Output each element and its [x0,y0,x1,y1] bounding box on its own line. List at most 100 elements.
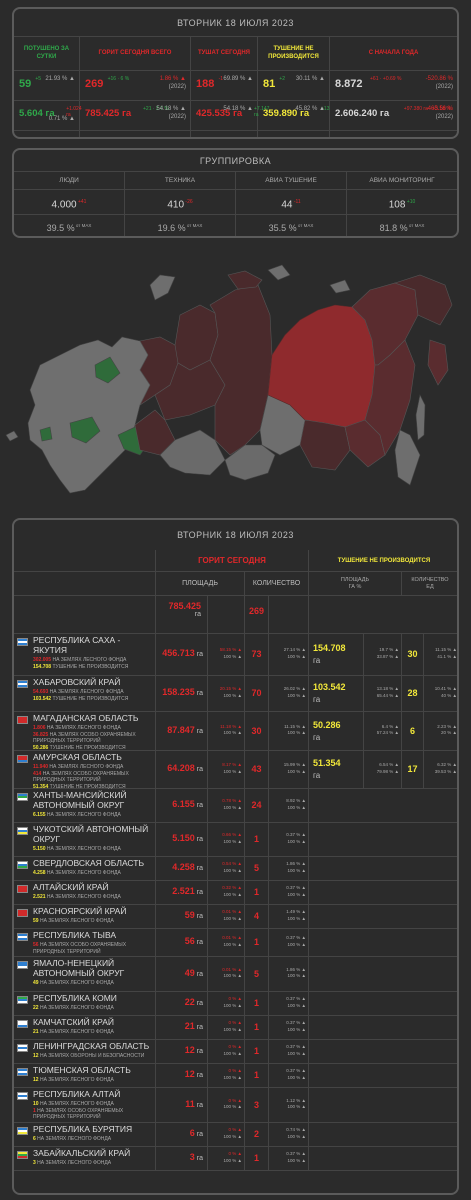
map-region-chukotka[interactable] [394,274,453,326]
count-pct-region: 100 % ▲ [287,891,306,897]
table-row[interactable]: Хабаровский край 54.693 НА ЗЕМЛЯХ ЛЕСНОГО… [14,676,457,712]
table-row[interactable]: Республика Саха - Якутия 302.005 НА ЗЕМЛЯ… [14,634,457,676]
area-pct-region: 100 % ▲ [223,867,242,873]
map-region-west[interactable] [27,336,151,494]
table-row[interactable]: Ленинградская область 12 НА ЗЕМЛЯХ ОБОРОН… [14,1040,457,1064]
area-number: 56 [184,936,195,946]
table-row[interactable]: Амурская область 11.940 НА ЗЕМЛЯХ ЛЕСНОГО… [14,751,457,790]
table-row[interactable]: Забайкальский край 3 НА ЗЕМЛЯХ ЛЕСНОГО ФО… [14,1147,457,1171]
map-region-tyva[interactable] [224,444,276,481]
map-region-sakhalin[interactable] [415,394,426,441]
table-row[interactable]: Республика Тыва 56 НА ЗЕМЛЯХ ОСОБО ОХРАНЯ… [14,929,457,957]
area-unit: га [194,1000,203,1007]
area-value: 456.713 га [162,648,203,658]
no-fight-count-cell: 17 [402,751,424,788]
summary-side-pct: -465.56 % [425,106,453,112]
region-details: 54.693 НА ЗЕМЛЯХ ЛЕСНОГО ФОНДА 103.542 ТУ… [33,689,153,702]
no-fight-area-pct-region: 79.98 % ▲ [376,768,399,774]
map-region-green-2[interactable] [94,356,121,384]
count-pct-total: 0.37 % ▲ [286,1020,306,1025]
map-region-green-4[interactable] [39,426,53,442]
region-flag-icon [17,1151,28,1159]
count-pct: 0.74 % ▲ 100 % ▲ [271,1127,306,1141]
map-region-green-1[interactable] [69,416,101,444]
area-pct-region: 100 % ▲ [223,1133,242,1139]
count-value: 3 [253,1099,259,1110]
summary-value: 81 [263,78,276,90]
map-region-kaliningrad[interactable] [5,430,19,442]
count-pct: 0.37 % ▲ 100 % ▲ [271,832,306,846]
area-pct-region: 100 % ▲ [223,692,242,698]
table-row[interactable]: Чукотский автономный округ 5.150 НА ЗЕМЛЯ… [14,823,457,857]
region-detail-label: НА ЗЕМЛЯХ ЛЕСНОГО ФОНДА [38,918,114,924]
region-flag-icon [17,638,28,646]
table-row[interactable]: Красноярский край 59 НА ЗЕМЛЯХ ЛЕСНОГО ФО… [14,905,457,929]
region-flag-icon [17,909,28,917]
area-pct: 11.18 % ▲ 100 % ▲ [210,724,242,738]
region-details: 6 НА ЗЕМЛЯХ ЛЕСНОГО ФОНДА [33,1136,153,1143]
area-cell: 2.521 га [156,881,208,904]
table-row[interactable]: Республика Коми 22 НА ЗЕМЛЯХ ЛЕСНОГО ФОНД… [14,992,457,1016]
area-value: 87.847 га [167,725,203,735]
table-row[interactable]: Свердловская область 4.258 НА ЗЕМЛЯХ ЛЕСН… [14,857,457,881]
area-pct-region: 100 % ▲ [223,941,242,947]
area-number: 12 [184,1069,195,1079]
region-detail-label: НА ЗЕМЛЯХ ОСОБО ОХРАНЯЕМЫХ ПРИРОДНЫХ ТЕР… [33,1107,124,1121]
area-pct-cell: 0.01 % ▲ 100 % ▲ [208,929,245,956]
no-fight-count-pct-total: 10.41 % ▲ [434,686,457,691]
map-region-islands-ne[interactable] [329,279,351,294]
summary-footer-sup: от MAX [45,138,67,139]
table-row[interactable]: Камчатский край 21 НА ЗЕМЛЯХ ЛЕСНОГО ФОНД… [14,1016,457,1040]
area-pct-cell: 0 % ▲ 100 % ▲ [208,992,245,1015]
area-pct-cell: 0 % ▲ 100 % ▲ [208,1040,245,1063]
count-pct-cell: 0.37 % ▲ 100 % ▲ [269,1147,309,1170]
count-cell: 1 [245,823,269,856]
count-cell: 30 [245,712,269,750]
region-detail-line: 50.286 ТУШЕНИЕ НЕ ПРОИЗВОДИТСЯ [33,745,153,752]
region-detail-label: ТУШЕНИЕ НЕ ПРОИЗВОДИТСЯ [48,783,126,790]
area-pct-total: 0.66 % ▲ [222,832,242,837]
region-name: Республика Алтай [33,1089,121,1099]
russia-fire-map[interactable] [0,245,471,510]
count-pct: 26.02 % ▲ 100 % ▲ [271,686,306,700]
region-name: Республика Бурятия [33,1124,133,1134]
table-row[interactable]: Алтайский край 2.521 НА ЗЕМЛЯХ ЛЕСНОГО ФО… [14,881,457,905]
table-row[interactable]: Ямало-Ненецкий автономный округ 49 НА ЗЕМ… [14,957,457,992]
map-region-novaya-zemlya[interactable] [149,274,176,301]
area-cell: 49 га [156,957,208,991]
summary-side-note: (2022) [168,114,186,121]
table-row[interactable]: Ханты-Мансийский автономный округ 6.155 Н… [14,789,457,823]
map-region-khabarovsk[interactable] [364,339,416,456]
table-row[interactable]: Магаданская область 1.806 НА ЗЕМЛЯХ ЛЕСНО… [14,712,457,751]
area-pct: 0 % ▲ 100 % ▲ [210,1068,242,1082]
summary-area-row: 2.606.240 га +97.380 га · +3.18 % -465.56 … [330,101,457,131]
area-unit: га [194,1072,203,1079]
map-region-buryatia[interactable] [299,419,351,471]
region-details: 59 НА ЗЕМЛЯХ ЛЕСНОГО ФОНДА [33,918,153,925]
count-value: 5 [253,863,259,873]
region-flag-icon [17,755,28,763]
map-region-islands-north[interactable] [267,264,291,281]
region-name: Ленинградская область [33,1041,150,1051]
table-row[interactable]: Республика Бурятия 6 НА ЗЕМЛЯХ ЛЕСНОГО ФО… [14,1123,457,1147]
area-pct-cell: 0 % ▲ 100 % ▲ [208,1016,245,1039]
map-region-primorye[interactable] [394,429,421,486]
group-pct-value: 35.5 % [268,223,297,233]
area-cell: 456.713 га [156,634,208,675]
map-region-taymyr[interactable] [227,270,263,290]
count-pct-region: 100 % ▲ [287,941,306,947]
region-cell: Амурская область 11.940 НА ЗЕМЛЯХ ЛЕСНОГО… [14,751,156,790]
table-row[interactable]: Тюменская область 12 НА ЗЕМЛЯХ ЛЕСНОГО ФО… [14,1064,457,1088]
count-value: 1 [253,887,259,897]
region-cell: Республика Саха - Якутия 302.005 НА ЗЕМЛЯ… [14,634,156,675]
count-pct-region: 100 % ▲ [287,768,306,774]
area-value: 22 га [185,997,203,1007]
map-region-kamchatka[interactable] [427,339,449,386]
count-pct-total: 1.12 % ▲ [286,1097,306,1103]
area-pct-total: 0.54 % ▲ [222,861,242,866]
region-detail-line: 10 НА ЗЕМЛЯХ ЛЕСНОГО ФОНДА [33,1101,153,1108]
area-number: 158.235 [162,687,195,697]
table-row[interactable]: Республика Алтай 10 НА ЗЕМЛЯХ ЛЕСНОГО ФОН… [14,1088,457,1123]
map-region-krasnoyarsk[interactable] [209,284,273,456]
no-fight-area-unit: га [313,732,321,742]
